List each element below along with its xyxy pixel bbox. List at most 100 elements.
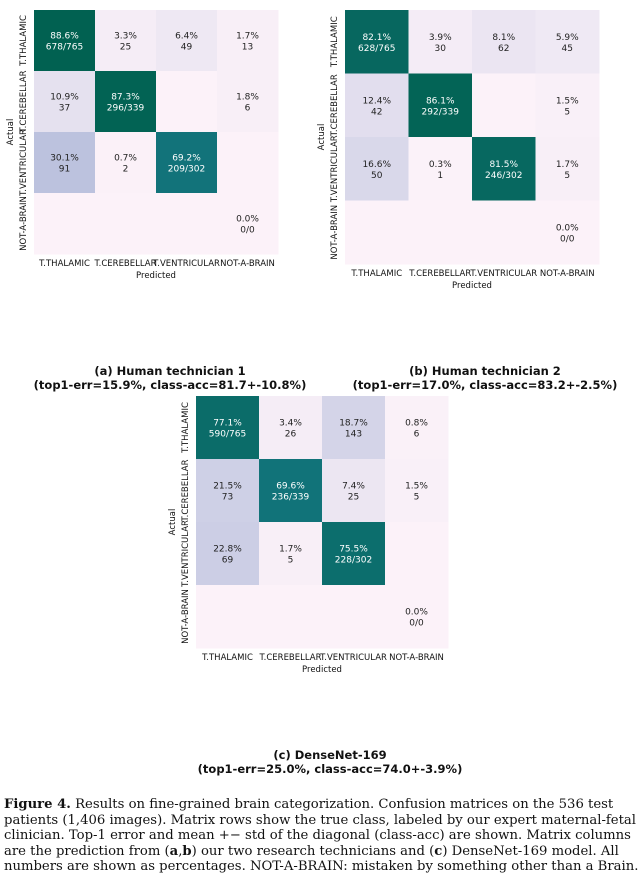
heatmap-cell [95,193,157,255]
cell-percent-label: 30.1% [50,154,79,164]
cell-count-label: 49 [181,43,193,53]
cell-percent-label: 0.7% [114,154,137,164]
heatmap-cell [408,73,473,138]
figure-caption-ref-c: c [434,843,443,859]
caption-b-title: (b) Human technician 2 [409,364,561,378]
cell-percent-label: 12.4% [362,96,391,106]
heatmap-cell [535,200,600,265]
heatmap-cell [196,522,260,586]
heatmap-cell [345,10,409,74]
cell-count-label: 0/0 [240,226,255,236]
cell-count-label: 5 [564,171,570,181]
cell-percent-label: 8.1% [492,33,515,43]
heatmap-cell [345,200,409,265]
cell-percent-label: 1.8% [236,93,259,103]
cell-count-label: 678/765 [46,43,83,53]
cell-count-label: 296/339 [107,104,145,114]
caption-b-metrics: (top1-err=17.0%, class-acc=83.2+-2.5%) [352,378,618,392]
heatmap-cell [472,200,536,265]
heatmap-cell [196,396,260,460]
cell-percent-label: 0.8% [405,419,428,429]
heatmap-cell [385,396,449,460]
cell-percent-label: 1.7% [279,545,302,555]
heatmap-cell [535,137,600,201]
figure-caption-ref-b: b [182,843,192,859]
cell-percent-label: 0.0% [556,223,579,233]
cell-percent-label: 21.5% [213,482,242,492]
x-tick-label: T.THALAMIC [38,259,90,269]
heatmap-cell [345,137,409,201]
figure-caption-text-3: ) DenseNet-169 model. All numbers are sh… [4,843,639,875]
y-tick-label: T.VENTRICULAR [330,135,340,203]
cell-count-label: 5 [288,556,294,566]
heatmap-cell [322,522,386,586]
cell-count-label: 2 [123,165,129,175]
heatmap-cell [535,10,600,74]
x-tick-label: T.THALAMIC [201,653,253,663]
x-tick-label: T.CEREBELLAR [408,269,471,279]
y-tick-label: T.THALAMIC [19,15,29,67]
heatmap-cell [217,193,279,255]
x-axis-label: Predicted [136,271,176,281]
y-tick-label: T.VENTRICULAR [181,520,191,588]
y-tick-label: NOT-A-BRAIN [19,196,29,251]
y-tick-label: T.VENTRICULAR [19,129,29,197]
cell-percent-label: 77.1% [213,419,242,429]
heatmap-cell [259,396,323,460]
heatmap-cell [408,200,473,265]
heatmap-cell [322,396,386,460]
y-tick-label: T.CEREBELLAR [181,459,191,522]
heatmap-cell [322,459,386,523]
y-tick-label: NOT-A-BRAIN [330,205,340,260]
x-axis-label: Predicted [302,665,342,675]
caption-a: (a) Human technician 1 (top1-err=15.9%, … [20,364,320,392]
cell-percent-label: 18.7% [339,419,368,429]
cell-percent-label: 69.6% [276,482,305,492]
cell-percent-label: 88.6% [50,32,79,42]
cell-percent-label: 1.7% [236,32,259,42]
heatmap-cell [535,73,600,138]
cell-count-label: 25 [348,493,359,503]
cell-count-label: 292/339 [422,107,460,117]
cell-count-label: 73 [222,493,233,503]
cell-count-label: 209/302 [168,165,205,175]
heatmap-cell [472,137,536,201]
cell-count-label: 69 [222,556,234,566]
heatmap-cell [196,585,260,649]
heatmap-cell [95,132,157,194]
heatmap-cell [217,10,279,72]
x-axis-label: Predicted [452,281,492,291]
caption-c-title: (c) DenseNet-169 [273,748,387,762]
figure-caption-sep: , [178,843,183,859]
cell-percent-label: 1.5% [405,482,428,492]
cell-percent-label: 3.3% [114,32,137,42]
cell-percent-label: 22.8% [213,545,242,555]
cell-percent-label: 87.3% [111,93,140,103]
y-tick-label: NOT-A-BRAIN [181,589,191,644]
figure-caption: Figure 4. Results on fine-grained brain … [4,797,640,875]
heatmap-cell [34,193,96,255]
y-tick-label: T.CEREBELLAR [19,70,29,133]
cell-count-label: 143 [345,430,362,440]
heatmap-cell [156,132,218,194]
cell-count-label: 1 [437,171,443,181]
heatmap-cell [34,10,96,72]
cell-count-label: 628/765 [358,44,395,54]
x-tick-label: T.VENTRICULAR [469,269,537,279]
heatmap-cell [34,71,96,133]
figure-caption-text-2: ) our two research technicians and ( [191,843,435,859]
cell-count-label: 236/339 [272,493,310,503]
cell-count-label: 0/0 [409,619,424,629]
heatmap-cell [345,73,409,138]
figure-caption-text: Results on fine-grained brain categoriza… [4,797,636,859]
y-tick-label: T.THALAMIC [181,402,191,454]
cell-count-label: 5 [564,107,570,117]
figure-caption-label: Figure 4. [4,797,71,812]
y-axis-label: Actual [317,124,327,151]
cell-count-label: 26 [285,430,297,440]
cell-count-label: 50 [371,171,383,181]
caption-c-metrics: (top1-err=25.0%, class-acc=74.0+-3.9%) [197,762,463,776]
